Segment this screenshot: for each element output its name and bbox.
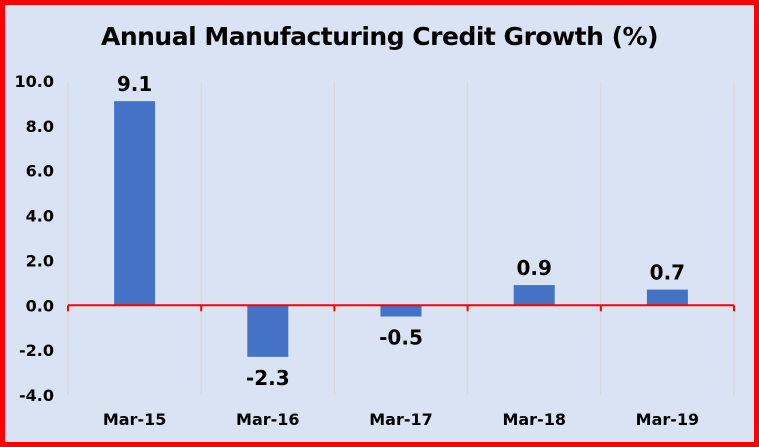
bar (646, 289, 688, 306)
y-tick-label: 10.0 (15, 72, 54, 91)
chart-title: Annual Manufacturing Credit Growth (%) (100, 22, 659, 51)
y-tick-label: -4.0 (19, 386, 54, 405)
bar (247, 305, 289, 357)
data-label: 0.7 (650, 261, 685, 285)
x-tick-label: Mar-19 (636, 410, 700, 429)
x-tick-label: Mar-17 (369, 410, 433, 429)
data-label: -0.5 (379, 326, 423, 350)
data-label: 0.9 (516, 256, 551, 280)
x-tick-label: Mar-18 (502, 410, 566, 429)
data-label: -2.3 (246, 366, 290, 390)
y-tick-label: 4.0 (26, 207, 54, 226)
x-tick-label: Mar-16 (236, 410, 300, 429)
y-tick-label: 0.0 (26, 296, 54, 315)
bar (114, 101, 156, 306)
y-tick-label: -2.0 (19, 341, 54, 360)
bar (513, 285, 555, 306)
bar (380, 305, 422, 317)
y-tick-label: 8.0 (26, 117, 54, 136)
y-tick-label: 2.0 (26, 251, 54, 270)
x-tick-label: Mar-15 (103, 410, 167, 429)
y-tick-label: 6.0 (26, 162, 54, 181)
data-label: 9.1 (117, 72, 152, 96)
